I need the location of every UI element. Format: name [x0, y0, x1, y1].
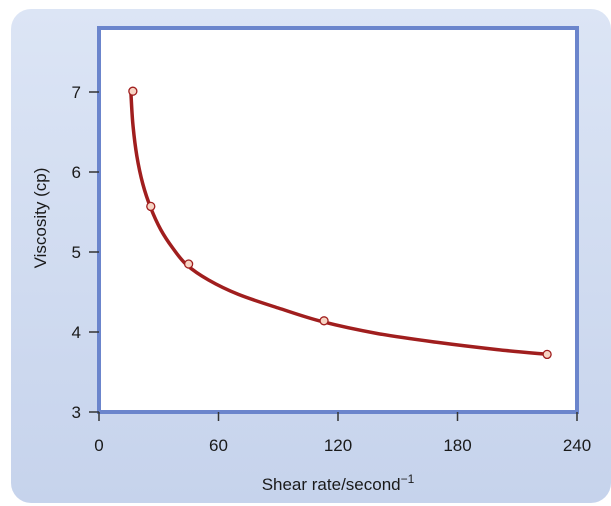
data-point — [183, 259, 194, 269]
x-axis-title-text: Shear rate/second — [262, 475, 401, 494]
y-tick-label: 5 — [72, 243, 81, 262]
data-point — [146, 201, 156, 212]
data-point — [128, 86, 138, 96]
x-tick-label: 180 — [443, 436, 471, 455]
plot-area — [97, 26, 579, 414]
x-axis-title-superscript: −1 — [401, 472, 415, 486]
x-tick-label: 240 — [563, 436, 591, 455]
y-tick-label: 3 — [72, 403, 81, 422]
x-axis-ticks: 0 60 120 180 240 — [94, 412, 591, 455]
x-tick-label: 60 — [209, 436, 228, 455]
data-point-markers — [128, 86, 552, 360]
viscosity-curve — [129, 90, 549, 357]
y-axis-title-text: Viscosity (cp) — [31, 168, 50, 269]
x-axis-title: Shear rate/second−1 — [262, 472, 415, 494]
data-point — [542, 349, 552, 360]
y-tick-label: 4 — [72, 323, 81, 342]
y-axis-title: Viscosity (cp) — [31, 168, 50, 269]
x-tick-label: 120 — [324, 436, 352, 455]
y-tick-label: 7 — [72, 83, 81, 102]
y-tick-label: 6 — [72, 163, 81, 182]
data-point — [319, 316, 329, 326]
y-axis-ticks: 3 4 5 6 7 — [72, 83, 99, 422]
x-tick-label: 0 — [94, 436, 103, 455]
